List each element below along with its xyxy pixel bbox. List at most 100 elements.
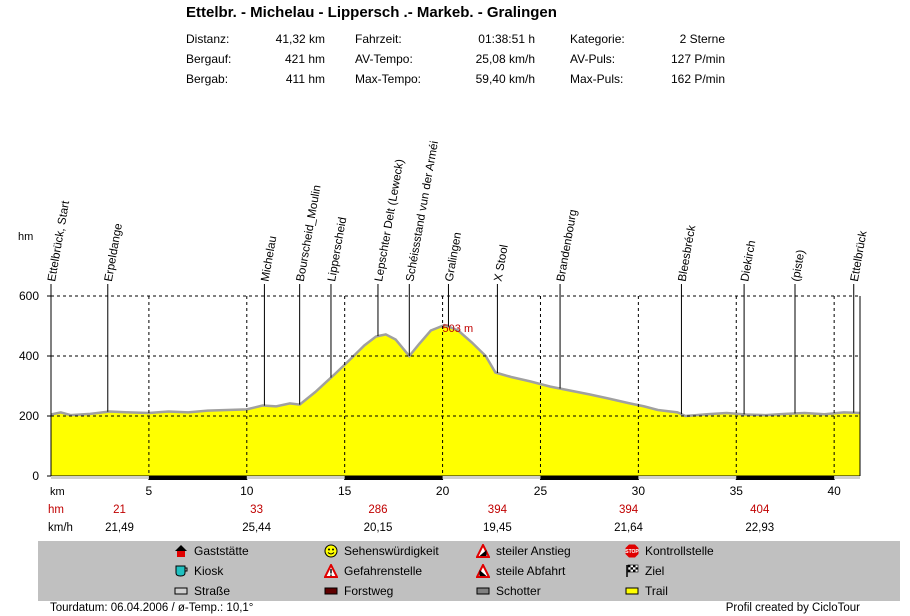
surface-segment xyxy=(344,476,443,480)
stat-category-value: 2 Sterne xyxy=(679,32,725,46)
legend-item-road: Straße xyxy=(174,584,230,598)
stat-avgpulse-value: 127 P/min xyxy=(670,52,725,66)
elevation-profile-chart: Ettelbrück, Start Erpeldange Michelau Bours… xyxy=(18,140,870,534)
legend-item-gravel: Schotter xyxy=(476,584,541,598)
x-tick-label: 35 xyxy=(730,484,744,498)
legend-label: Sehenswürdigkeit xyxy=(344,544,439,558)
svg-text:STOP: STOP xyxy=(625,549,639,555)
x-tick-label: 25 xyxy=(534,484,548,498)
waypoint-label: Bleesbréck xyxy=(677,224,699,282)
elevation-area xyxy=(51,325,860,476)
row-value: 21,49 xyxy=(105,522,134,534)
row-label-hm: hm xyxy=(48,504,64,516)
legend-label: Gaststätte xyxy=(194,544,249,558)
y-tick-label: 400 xyxy=(19,349,39,363)
row-value: 394 xyxy=(619,504,639,516)
legend-label: steiler Anstieg xyxy=(496,544,571,558)
waypoint-label: Gralingen xyxy=(444,231,464,282)
x-axis-label: km xyxy=(50,486,65,498)
surface-road-bar xyxy=(51,476,860,479)
x-tick-label: 15 xyxy=(338,484,352,498)
cup-icon xyxy=(174,564,188,578)
warning-icon xyxy=(323,562,339,578)
legend-label: steile Abfahrt xyxy=(496,564,566,578)
forest-path-icon xyxy=(324,584,338,598)
stat-descent-value: 411 hm xyxy=(285,72,325,86)
surface-segment xyxy=(736,476,835,480)
gravel-icon xyxy=(476,584,490,598)
stat-distance-value: 41,32 km xyxy=(275,32,325,46)
legend-label: Straße xyxy=(194,584,231,598)
waypoint-label: Erpeldange xyxy=(103,223,125,283)
stat-ridetime-label: Fahrzeit: xyxy=(355,32,402,46)
y-tick-label: 600 xyxy=(19,289,39,303)
stat-ridetime-value: 01:38:51 h xyxy=(478,32,535,46)
legend-item-finish: Ziel xyxy=(625,564,664,578)
waypoint-label: Lipperscheid xyxy=(326,216,349,282)
row-value: 286 xyxy=(368,504,387,516)
waypoint-label: Michelau xyxy=(260,235,280,282)
row-value: 33 xyxy=(250,504,263,516)
row-value: 394 xyxy=(488,504,508,516)
legend-item-forest-path: Forstweg xyxy=(324,584,393,598)
legend-item-steep-climb: steiler Anstieg xyxy=(475,542,571,558)
stat-ascent-label: Bergauf: xyxy=(186,52,232,66)
row-value: 19,45 xyxy=(483,522,512,534)
row-value: 25,44 xyxy=(242,522,271,534)
legend-item-trail: Trail xyxy=(625,584,668,598)
legend-label: Trail xyxy=(645,584,668,598)
waypoint-label: Diekirch xyxy=(739,240,758,283)
stat-avgspeed-label: AV-Tempo: xyxy=(355,52,413,66)
house-icon xyxy=(174,544,188,558)
legend-label: Kontrollstelle xyxy=(645,544,714,558)
row-value: 22,93 xyxy=(745,522,774,534)
y-tick-label: 0 xyxy=(32,469,39,483)
max-elevation-label: 503 m xyxy=(443,323,474,335)
legend-item-sight: Sehenswürdigkeit xyxy=(324,544,439,558)
stop-icon: STOP xyxy=(625,544,639,558)
x-tick-label: 5 xyxy=(146,484,153,498)
surface-segment xyxy=(148,476,247,480)
stat-maxspeed-value: 59,40 km/h xyxy=(475,72,535,86)
legend-item-steep-descent: steile Abfahrt xyxy=(475,562,566,578)
row-value: 404 xyxy=(750,504,770,516)
surface-segment xyxy=(540,476,639,480)
legend-item-restaurant: Gaststätte xyxy=(174,544,249,558)
stat-category-label: Kategorie: xyxy=(570,32,625,46)
waypoint-label: Schéissstand vun der Arméi xyxy=(404,140,441,282)
stat-maxspeed-label: Max-Tempo: xyxy=(355,72,422,86)
waypoint-label: Lepschter Delt (Leweck) xyxy=(373,158,406,282)
finish-flag-icon xyxy=(625,564,639,578)
footer-credit: Profil created by CicloTour xyxy=(725,602,860,614)
stat-descent-label: Bergab: xyxy=(186,72,229,86)
stat-ascent-value: 421 hm xyxy=(284,52,325,66)
waypoint-label: Ettelbrück, Start xyxy=(46,199,72,282)
row-value: 21,64 xyxy=(614,522,643,534)
climb-icon xyxy=(475,542,491,558)
x-tick-label: 40 xyxy=(827,484,841,498)
waypoint-label: Brandenbourg xyxy=(555,209,579,283)
descent-icon xyxy=(475,562,491,578)
trail-icon xyxy=(625,584,639,598)
legend-label: Forstweg xyxy=(344,584,394,598)
legend-item-danger: Gefahrenstelle xyxy=(323,562,423,578)
legend-label: Schotter xyxy=(496,584,541,598)
elevation-line xyxy=(50,323,861,418)
stat-maxpulse-label: Max-Puls: xyxy=(570,72,624,86)
road-icon xyxy=(174,584,188,598)
y-axis-label: hm xyxy=(18,231,33,243)
waypoint-label: Bourscheid_Moulin xyxy=(295,184,324,282)
stat-avgpulse-label: AV-Puls: xyxy=(570,52,616,66)
footer-tour-date: Tourdatum: 06.04.2006 / ø-Temp.: 10,1° xyxy=(50,602,254,614)
row-label-kmh: km/h xyxy=(48,522,73,534)
waypoint-label: Ettelbrück xyxy=(849,230,870,283)
stat-distance-label: Distanz: xyxy=(186,32,230,46)
x-tick-label: 20 xyxy=(436,484,450,498)
tour-title: Ettelbr. - Michelau - Lippersch .- Marke… xyxy=(186,4,557,21)
x-tick-label: 30 xyxy=(632,484,646,498)
legend-label: Gefahrenstelle xyxy=(344,564,423,578)
legend-panel: Gaststätte Kiosk Straße Sehenswürdigkeit… xyxy=(38,541,900,601)
stat-maxpulse-value: 162 P/min xyxy=(670,72,725,86)
legend-item-checkpoint: STOP Kontrollstelle xyxy=(625,544,714,558)
smiley-icon xyxy=(324,544,338,558)
